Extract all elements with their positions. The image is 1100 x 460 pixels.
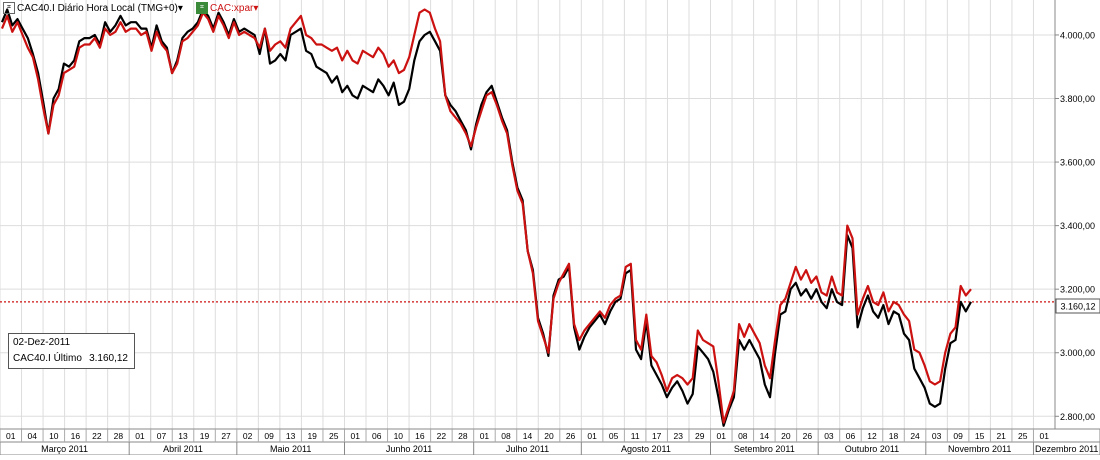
x-tick-label: 18 xyxy=(889,431,899,441)
x-tick-label: 29 xyxy=(695,431,705,441)
legend-series2-label: CAC:xpar xyxy=(210,3,254,14)
month-label: Dezembro 2011 xyxy=(1035,444,1098,454)
x-tick-label: 24 xyxy=(910,431,920,441)
dropdown-arrow-icon: ▾ xyxy=(253,3,259,14)
x-tick-label: 25 xyxy=(329,431,339,441)
x-tick-label: 19 xyxy=(200,431,210,441)
price-tag-value: 3.160,12 xyxy=(1060,302,1095,312)
x-tick-label: 14 xyxy=(523,431,533,441)
month-label: Março 2011 xyxy=(41,444,88,454)
x-tick-label: 28 xyxy=(458,431,468,441)
legend-series2[interactable]: ⌗ CAC:xpar▾ xyxy=(196,2,258,16)
month-label: Setembro 2011 xyxy=(734,444,795,454)
x-tick-label: 05 xyxy=(609,431,619,441)
x-tick-label: 13 xyxy=(178,431,188,441)
instrument-icon: ⌗ xyxy=(196,2,208,15)
x-tick-label: 27 xyxy=(221,431,231,441)
series-line-2 xyxy=(0,8,972,424)
data-tooltip: 02-Dez-2011 CAC40.I Último 3.160,12 xyxy=(8,333,135,369)
x-tick-label: 03 xyxy=(932,431,942,441)
x-tick-label: 17 xyxy=(652,431,662,441)
x-tick-label: 12 xyxy=(867,431,877,441)
price-tag: 3.160,12 xyxy=(1055,298,1100,314)
x-axis: 01 04 10 16 22 28 01 07 13 19 27 02 09 13 19 25 01 06 10 16… xyxy=(0,428,1100,456)
x-tick-label: 16 xyxy=(71,431,81,441)
x-tick-label: 26 xyxy=(566,431,576,441)
price-tag-box xyxy=(1055,298,1100,314)
y-tick-label: 2.800,00 xyxy=(1060,412,1095,422)
month-label: Novembro 2011 xyxy=(948,444,1011,454)
x-tick-label: 06 xyxy=(372,431,382,441)
grid xyxy=(0,0,1055,429)
x-tick-label: 07 xyxy=(157,431,167,441)
x-tick-label: 01 xyxy=(717,431,727,441)
series-group xyxy=(0,8,972,427)
y-axis: 4.000,00 3.800,00 3.600,00 3.400,00 3.200,00… xyxy=(1055,30,1095,422)
x-tick-label: 23 xyxy=(673,431,683,441)
x-tick-label: 01 xyxy=(6,431,16,441)
x-tick-label: 26 xyxy=(803,431,813,441)
x-tick-label: 19 xyxy=(307,431,317,441)
x-tick-label: 10 xyxy=(49,431,59,441)
x-tick-label: 01 xyxy=(587,431,597,441)
tooltip-date: 02-Dez-2011 xyxy=(13,337,71,348)
y-tick-label: 4.000,00 xyxy=(1060,30,1095,40)
x-tick-label: 25 xyxy=(1018,431,1028,441)
x-tick-label: 16 xyxy=(415,431,425,441)
x-tick-label: 09 xyxy=(264,431,274,441)
tooltip-value: 3.160,12 xyxy=(89,353,128,364)
x-tick-label: 10 xyxy=(394,431,404,441)
x-tick-label: 01 xyxy=(480,431,490,441)
x-tick-label: 14 xyxy=(760,431,770,441)
month-label: Julho 2011 xyxy=(506,444,549,454)
x-tick-label: 22 xyxy=(437,431,447,441)
legend-series1-label: CAC40.I Diário Hora Local (TMG+0) xyxy=(17,3,178,14)
x-tick-label: 01 xyxy=(351,431,361,441)
x-tick-label: 15 xyxy=(975,431,985,441)
legend-series1[interactable]: ⌗ CAC40.I Diário Hora Local (TMG+0)▾ xyxy=(3,2,183,16)
x-tick-label: 20 xyxy=(781,431,791,441)
y-tick-label: 3.400,00 xyxy=(1060,221,1095,231)
month-label: Maio 2011 xyxy=(270,444,311,454)
x-tick-label: 08 xyxy=(501,431,511,441)
month-label: Junho 2011 xyxy=(386,444,432,454)
month-label: Outubro 2011 xyxy=(845,444,899,454)
y-tick-label: 3.600,00 xyxy=(1060,158,1095,168)
x-tick-label: 06 xyxy=(846,431,856,441)
x-tick-label: 11 xyxy=(631,431,640,441)
y-tick-label: 3.800,00 xyxy=(1060,94,1095,104)
x-tick-label: 08 xyxy=(738,431,748,441)
x-tick-label: 01 xyxy=(1040,431,1050,441)
x-tick-label: 02 xyxy=(243,431,253,441)
month-label: Abril 2011 xyxy=(163,444,203,454)
x-tick-label: 01 xyxy=(135,431,145,441)
x-tick-label: 13 xyxy=(286,431,296,441)
y-tick-label: 3.000,00 xyxy=(1060,348,1095,358)
x-tick-label: 22 xyxy=(92,431,102,441)
series-line-1 xyxy=(0,8,972,427)
x-tick-label: 04 xyxy=(28,431,38,441)
month-label: Agosto 2011 xyxy=(621,444,671,454)
x-tick-label: 28 xyxy=(114,431,124,441)
plot-area xyxy=(0,0,1055,429)
y-tick-label: 3.200,00 xyxy=(1060,285,1095,295)
dropdown-arrow-icon: ▾ xyxy=(177,3,183,14)
instrument-icon: ⌗ xyxy=(3,2,15,15)
x-tick-label: 21 xyxy=(996,431,1006,441)
x-tick-label: 09 xyxy=(953,431,963,441)
x-tick-label: 20 xyxy=(544,431,554,441)
x-tick-label: 03 xyxy=(824,431,834,441)
tooltip-label: CAC40.I Último xyxy=(13,353,82,364)
